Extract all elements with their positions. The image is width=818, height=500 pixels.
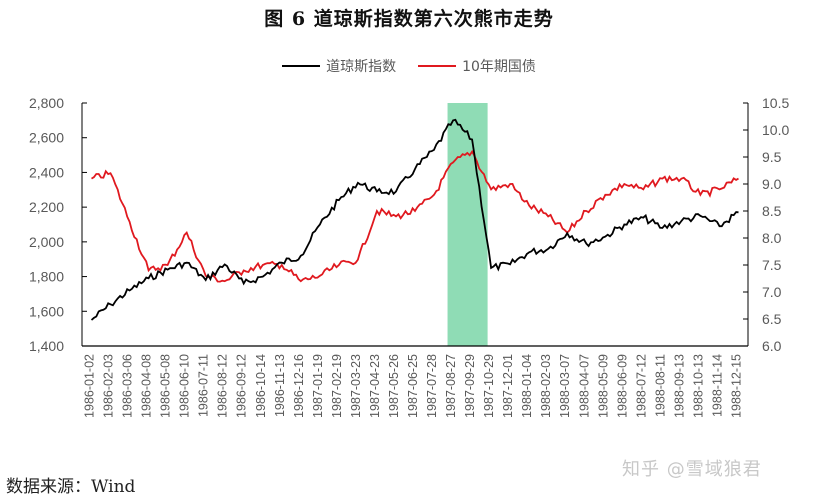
svg-text:1987-01-19: 1987-01-19 bbox=[311, 354, 325, 418]
svg-text:8.0: 8.0 bbox=[762, 230, 782, 246]
svg-text:1987-02-19: 1987-02-19 bbox=[330, 354, 344, 418]
svg-text:1986-01-02: 1986-01-02 bbox=[83, 354, 97, 418]
chart-title: 图 6 道琼斯指数第六次熊市走势 bbox=[264, 8, 554, 30]
legend-line-dow-icon bbox=[282, 65, 321, 67]
svg-text:1988-09-13: 1988-09-13 bbox=[672, 354, 686, 418]
svg-text:7.5: 7.5 bbox=[762, 257, 782, 273]
svg-text:1986-07-11: 1986-07-11 bbox=[197, 354, 211, 417]
dow-jones-line bbox=[90, 118, 739, 321]
svg-text:1988-02-03: 1988-02-03 bbox=[539, 354, 553, 418]
svg-text:2,000: 2,000 bbox=[29, 234, 64, 250]
legend-item-dow: 道琼斯指数 bbox=[282, 56, 396, 76]
svg-text:1,600: 1,600 bbox=[29, 303, 64, 319]
svg-text:1987-07-28: 1987-07-28 bbox=[425, 354, 439, 418]
svg-text:6.5: 6.5 bbox=[762, 311, 782, 327]
y-axis-left-labels: 1,400 1,600 1,800 2,000 2,200 2,400 2,600 2,800 bbox=[29, 95, 64, 354]
svg-text:2,800: 2,800 bbox=[29, 95, 64, 111]
svg-text:1986-08-12: 1986-08-12 bbox=[216, 354, 230, 418]
svg-text:1987-10-29: 1987-10-29 bbox=[482, 354, 496, 418]
legend-item-bond: 10年期国债 bbox=[418, 56, 536, 76]
svg-text:1988-08-11: 1988-08-11 bbox=[653, 354, 667, 417]
svg-text:6.0: 6.0 bbox=[762, 338, 782, 354]
svg-text:1987-08-27: 1987-08-27 bbox=[444, 354, 458, 418]
svg-text:2,400: 2,400 bbox=[29, 164, 64, 180]
svg-text:1986-02-03: 1986-02-03 bbox=[102, 354, 116, 418]
svg-text:1988-05-09: 1988-05-09 bbox=[596, 354, 610, 418]
svg-text:1988-11-14: 1988-11-14 bbox=[710, 354, 724, 417]
legend-label-dow: 道琼斯指数 bbox=[326, 59, 397, 75]
svg-text:1986-04-08: 1986-04-08 bbox=[140, 354, 154, 418]
svg-text:1986-05-08: 1986-05-08 bbox=[159, 354, 173, 418]
svg-text:1988-03-07: 1988-03-07 bbox=[558, 354, 572, 418]
svg-text:1988-10-13: 1988-10-13 bbox=[691, 354, 705, 418]
svg-text:1988-01-04: 1988-01-04 bbox=[520, 354, 534, 418]
svg-text:1987-12-01: 1987-12-01 bbox=[501, 354, 515, 418]
svg-text:8.5: 8.5 bbox=[762, 203, 782, 219]
watermark: 知乎 @雪域狼君 bbox=[622, 459, 762, 480]
svg-text:9.5: 9.5 bbox=[762, 149, 782, 165]
svg-text:1,400: 1,400 bbox=[29, 338, 64, 354]
svg-text:10.5: 10.5 bbox=[762, 95, 789, 111]
bond-yield-line bbox=[91, 149, 739, 283]
svg-text:1987-05-26: 1987-05-26 bbox=[387, 354, 401, 418]
svg-text:1,800: 1,800 bbox=[29, 269, 64, 285]
svg-text:1986-12-16: 1986-12-16 bbox=[292, 354, 306, 418]
chart-legend: 道琼斯指数 10年期国债 bbox=[0, 56, 818, 76]
svg-text:1987-09-29: 1987-09-29 bbox=[463, 354, 477, 418]
x-axis-labels: 1986-01-02 1986-02-03 1986-03-06 1986-04-08… bbox=[83, 354, 744, 418]
svg-text:2,200: 2,200 bbox=[29, 199, 64, 215]
svg-text:1987-04-23: 1987-04-23 bbox=[368, 354, 382, 418]
svg-text:10.0: 10.0 bbox=[762, 122, 789, 138]
svg-text:1988-04-07: 1988-04-07 bbox=[577, 354, 591, 418]
bear-market-shaded-region bbox=[447, 103, 488, 346]
svg-text:2,600: 2,600 bbox=[29, 130, 64, 146]
svg-text:1986-09-12: 1986-09-12 bbox=[235, 354, 249, 418]
legend-line-bond-icon bbox=[418, 65, 457, 67]
svg-text:7.0: 7.0 bbox=[762, 284, 782, 300]
data-source-note: 数据来源：Wind bbox=[6, 477, 136, 497]
svg-text:1987-03-23: 1987-03-23 bbox=[349, 354, 363, 418]
svg-text:1988-12-15: 1988-12-15 bbox=[729, 354, 743, 418]
legend-label-bond: 10年期国债 bbox=[462, 59, 536, 75]
y-axis-right-labels: 6.0 6.5 7.0 7.5 8.0 8.5 9.0 9.5 10.0 10.5 bbox=[762, 95, 789, 354]
svg-text:1988-07-12: 1988-07-12 bbox=[634, 354, 648, 418]
svg-text:1986-06-10: 1986-06-10 bbox=[178, 354, 192, 418]
svg-text:1986-03-06: 1986-03-06 bbox=[121, 354, 135, 418]
svg-text:1988-06-09: 1988-06-09 bbox=[615, 354, 629, 418]
svg-text:1987-06-25: 1987-06-25 bbox=[406, 354, 420, 418]
svg-text:1986-10-14: 1986-10-14 bbox=[254, 354, 268, 418]
svg-text:1986-11-13: 1986-11-13 bbox=[273, 354, 287, 417]
svg-text:9.0: 9.0 bbox=[762, 176, 782, 192]
